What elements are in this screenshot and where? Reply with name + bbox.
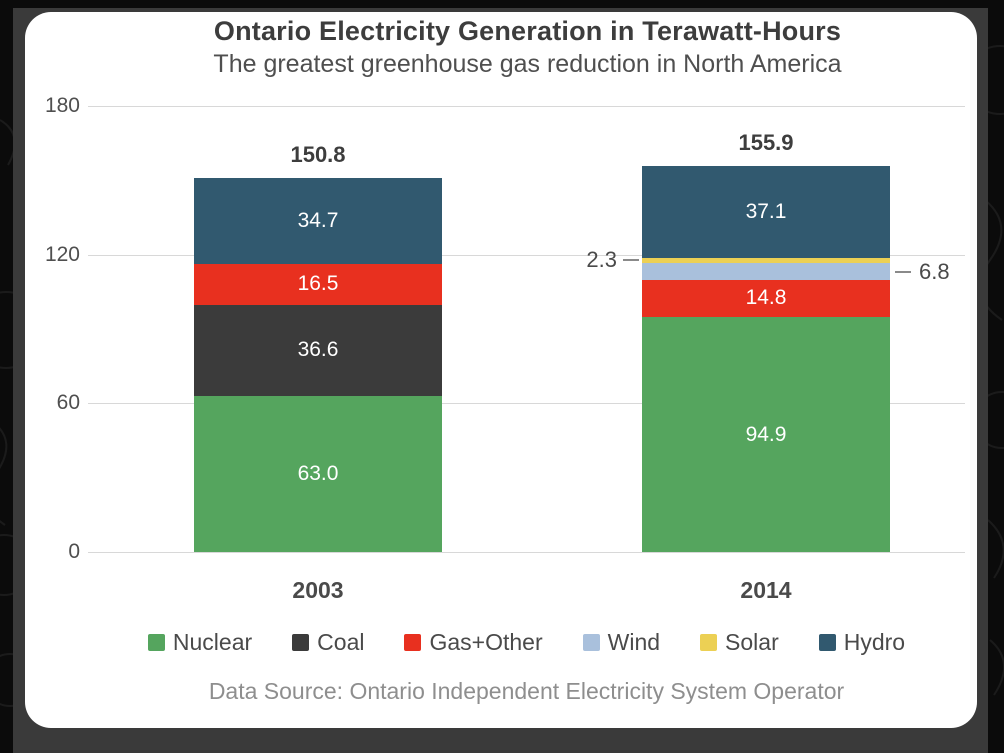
bar-segment-coal-2003: 36.6 bbox=[194, 305, 442, 396]
bar-segment-nuclear-2003: 63.0 bbox=[194, 395, 442, 552]
legend-item-nuclear: Nuclear bbox=[147, 629, 253, 656]
legend-label-gas-other: Gas+Other bbox=[429, 629, 543, 655]
legend-label-solar: Solar bbox=[725, 629, 779, 655]
legend-item-coal: Coal bbox=[292, 629, 364, 656]
legend-swatch-gas-other bbox=[404, 634, 422, 651]
y-tick-label-180: 180 bbox=[44, 94, 80, 117]
gridline-120 bbox=[88, 254, 965, 256]
segment-value-label: 14.8 bbox=[745, 286, 787, 310]
chart-title: Ontario Electricity Generation in Terawa… bbox=[213, 16, 842, 46]
bar-segment-nuclear-2014: 94.9 bbox=[642, 316, 890, 552]
legend-item-solar: Solar bbox=[700, 629, 779, 656]
bar-segment-wind-2014 bbox=[642, 263, 890, 281]
segment-value-label: 94.9 bbox=[745, 422, 787, 446]
x-axis-label-2003: 2003 bbox=[292, 577, 344, 603]
legend-swatch-solar bbox=[700, 634, 718, 651]
x-axis-label-2014: 2014 bbox=[740, 577, 792, 603]
segment-value-label: 16.5 bbox=[297, 272, 339, 296]
callout-line-solar bbox=[623, 259, 639, 262]
legend-swatch-wind bbox=[582, 634, 600, 651]
legend-label-hydro: Hydro bbox=[843, 629, 906, 655]
callout-label-solar: 2.3 bbox=[586, 247, 617, 273]
chart-legend: Nuclear Coal Gas+Other Wind Solar Hydro bbox=[88, 629, 965, 656]
legend-label-nuclear: Nuclear bbox=[172, 629, 253, 655]
bar-segment-solar-2014 bbox=[642, 257, 890, 264]
legend-label-wind: Wind bbox=[607, 629, 661, 655]
gridline-180 bbox=[88, 106, 965, 107]
legend-swatch-coal bbox=[292, 634, 310, 651]
legend-item-gas-other: Gas+Other bbox=[404, 629, 543, 656]
legend-swatch-hydro bbox=[818, 634, 836, 651]
y-tick-label-120: 120 bbox=[44, 242, 80, 266]
chart-subtitle: The greatest greenhouse gas reduction in… bbox=[213, 50, 842, 78]
legend-swatch-nuclear bbox=[147, 634, 165, 651]
bar-total-label-2003: 150.8 bbox=[290, 142, 346, 168]
bar-segment-gas-other-2014: 14.8 bbox=[642, 280, 890, 317]
bar-segment-hydro-2003: 34.7 bbox=[194, 178, 442, 265]
bar-segment-gas-other-2003: 16.5 bbox=[194, 264, 442, 306]
segment-value-label: 34.7 bbox=[297, 209, 339, 233]
segment-value-label: 36.6 bbox=[297, 338, 339, 362]
data-source-caption: Data Source: Ontario Independent Electri… bbox=[208, 678, 845, 704]
y-tick-label-0: 0 bbox=[68, 540, 80, 563]
y-tick-label-60: 60 bbox=[56, 391, 80, 415]
legend-item-hydro: Hydro bbox=[818, 629, 906, 656]
callout-line-wind bbox=[895, 270, 911, 273]
bar-total-label-2014: 155.9 bbox=[738, 129, 794, 155]
segment-value-label: 63.0 bbox=[297, 461, 339, 485]
gridline-0 bbox=[88, 552, 965, 553]
bar-segment-hydro-2014: 37.1 bbox=[642, 165, 890, 258]
callout-label-wind: 6.8 bbox=[919, 258, 950, 284]
gridline-60 bbox=[88, 403, 965, 405]
legend-label-coal: Coal bbox=[317, 629, 365, 655]
legend-item-wind: Wind bbox=[582, 629, 661, 656]
segment-value-label: 37.1 bbox=[745, 199, 787, 223]
